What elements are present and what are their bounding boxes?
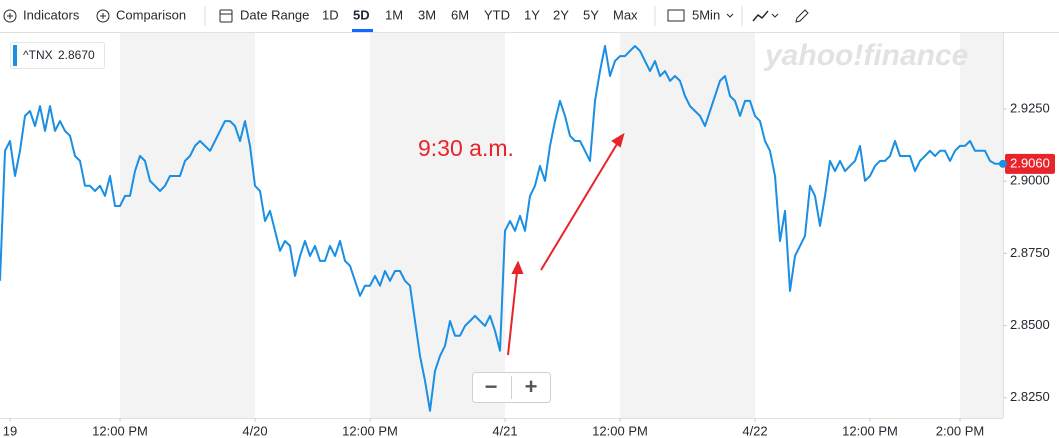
arrowhead	[511, 260, 524, 274]
legend-name: ^TNX	[23, 48, 53, 62]
session-bands	[120, 33, 1003, 418]
range-buttons: 1D 5D 1M 3M 6M YTD 1Y 2Y 5Y Max	[322, 7, 638, 32]
range-button[interactable]: 3M	[418, 7, 436, 22]
selected-underline	[352, 29, 373, 32]
band	[120, 33, 255, 418]
icon	[667, 9, 685, 22]
arrow	[507, 271, 518, 356]
indicators-button[interactable]: Indicators	[23, 7, 80, 22]
watermark: yahoo!finance	[763, 39, 968, 72]
icon	[7, 13, 13, 19]
range-button[interactable]: 6M	[451, 7, 469, 22]
annotation-arrows	[507, 132, 625, 356]
legend-value: 2.8670	[58, 48, 95, 62]
last-price-label: 2.9060	[1010, 155, 1050, 170]
arrowhead	[611, 132, 625, 148]
draw-icon[interactable]	[795, 9, 809, 23]
plot: 2.8250 2.8500 2.8750 2.9000 2.9250 19 12:00 PM…	[0, 45, 1055, 438]
last-price-tag	[1005, 153, 1055, 174]
band	[370, 33, 505, 418]
y-tick-label: 2.8250	[1010, 389, 1050, 404]
zoom-out[interactable]: −	[485, 374, 498, 399]
legend: ^TNX 2.8670	[10, 42, 105, 69]
range-button[interactable]: 1M	[385, 7, 403, 22]
band	[620, 33, 755, 418]
x-tick-label: 4/21	[492, 423, 517, 438]
chart-type-icon[interactable]	[752, 10, 769, 22]
comparison-button[interactable]: Comparison	[116, 7, 186, 22]
range-button[interactable]: 5D	[353, 7, 370, 22]
x-tick-label: 4/22	[742, 423, 767, 438]
icon	[100, 13, 106, 19]
zoom-control: − +	[472, 372, 551, 403]
y-tick-label: 2.9000	[1010, 173, 1050, 188]
arrow	[540, 143, 618, 271]
x-tick-label: 19	[3, 423, 17, 438]
legend-swatch	[13, 45, 17, 66]
icon	[3, 9, 17, 23]
y-tick-label: 2.9250	[1010, 100, 1050, 115]
x-tick-label: 12:00 PM	[592, 423, 648, 438]
legend-box	[10, 42, 105, 69]
zoom-in[interactable]: +	[525, 374, 538, 399]
last-point	[999, 159, 1007, 168]
icon	[771, 13, 779, 18]
icon	[726, 13, 734, 18]
range-button[interactable]: 2Y	[553, 7, 569, 22]
toolbar: Indicators Comparison Date Range 1D 5D 1M 3…	[0, 6, 1059, 33]
x-tick-label: 12:00 PM	[342, 423, 398, 438]
y-tick-label: 2.8750	[1010, 245, 1050, 260]
x-tick-label: 4/20	[242, 423, 267, 438]
band	[960, 33, 1003, 418]
icon	[219, 9, 233, 23]
x-tick-label: 12:00 PM	[92, 423, 148, 438]
annotation: 9:30 a.m.	[418, 135, 514, 161]
range-button[interactable]: 1Y	[524, 7, 540, 22]
range-button[interactable]: YTD	[484, 7, 510, 22]
range-button[interactable]: 1D	[322, 7, 339, 22]
x-tick-label: 12:00 PM	[842, 423, 898, 438]
range-button[interactable]: 5Y	[583, 7, 599, 22]
range-button[interactable]: Max	[613, 7, 638, 22]
y-tick-label: 2.8500	[1010, 317, 1050, 332]
interval-button[interactable]: 5Min	[692, 7, 720, 22]
price-line	[0, 45, 1000, 412]
icon	[96, 9, 110, 23]
x-tick-label: 2:00 PM	[936, 423, 984, 438]
date-range-button[interactable]: Date Range	[240, 7, 309, 22]
